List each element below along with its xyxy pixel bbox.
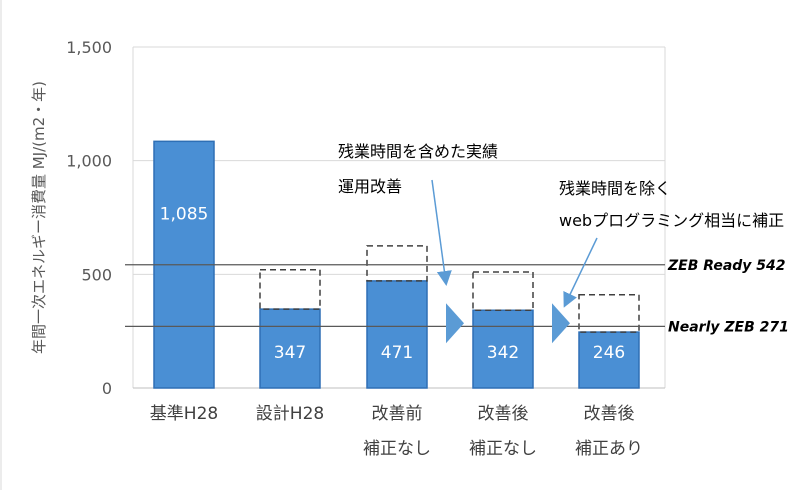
annotation-arrow bbox=[563, 237, 598, 308]
x-tick-label: 改善後 bbox=[584, 404, 635, 424]
annotation-text: webプログラミング相当に補正 bbox=[559, 211, 784, 230]
x-tick-label: 設計H28 bbox=[256, 404, 324, 424]
bar bbox=[578, 331, 640, 389]
bar-dashed-extension bbox=[259, 269, 321, 310]
bar bbox=[366, 280, 428, 389]
bar-dashed-extension bbox=[366, 245, 428, 282]
step-triangle-marker bbox=[446, 303, 464, 344]
y-axis-label: 年間一次エネルギー消費量 MJ/(m2・年) bbox=[30, 81, 48, 354]
y-tick-label: 1,500 bbox=[66, 38, 112, 57]
annotation-arrow bbox=[431, 179, 452, 286]
bar-value-label: 471 bbox=[381, 343, 413, 363]
x-tick-label: 基準H28 bbox=[150, 404, 218, 424]
x-tick-label: 改善前 bbox=[372, 404, 423, 424]
y-tick-label: 1,000 bbox=[66, 152, 112, 171]
bar bbox=[472, 309, 534, 389]
bar-value-label: 246 bbox=[593, 343, 625, 363]
y-tick-label: 500 bbox=[81, 265, 112, 284]
x-tick-label: 改善後 bbox=[478, 404, 529, 424]
x-tick-label-line2: 補正なし bbox=[363, 439, 431, 459]
bar bbox=[259, 308, 321, 389]
bar-dashed-extension bbox=[472, 271, 534, 312]
x-tick-label-line2: 補正なし bbox=[469, 439, 537, 459]
step-triangle-marker bbox=[552, 303, 570, 344]
bar-dashed-extension bbox=[578, 294, 640, 333]
y-tick-label: 0 bbox=[102, 379, 112, 398]
bar-value-label: 347 bbox=[274, 343, 306, 363]
reference-line-label: Nearly ZEB 271 bbox=[668, 319, 789, 335]
annotation-text: 残業時間を除く bbox=[559, 179, 671, 198]
x-tick-label-line2: 補正あり bbox=[575, 439, 643, 459]
reference-line-label: ZEB Ready 542 bbox=[667, 258, 786, 274]
bar-value-label: 342 bbox=[487, 343, 519, 363]
annotation-text: 運用改善 bbox=[338, 177, 402, 196]
bar-value-label: 1,085 bbox=[160, 204, 209, 224]
annotation-text: 残業時間を含めた実績 bbox=[338, 142, 498, 161]
